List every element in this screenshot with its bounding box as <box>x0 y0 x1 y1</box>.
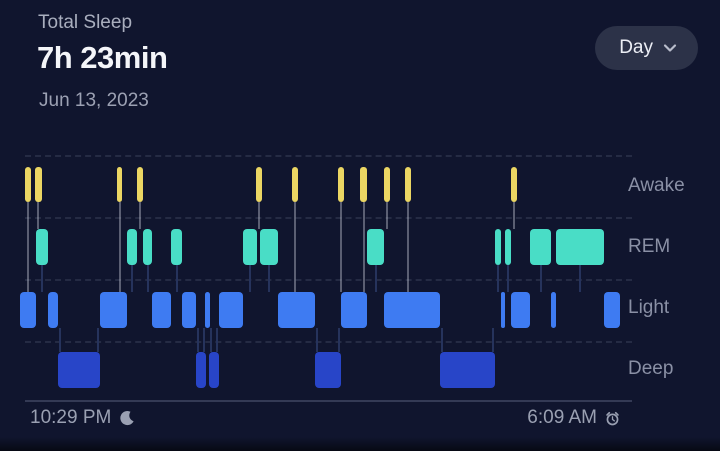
gridline <box>25 341 632 343</box>
sleep-segment-awake <box>338 167 344 202</box>
connector-line <box>131 265 133 292</box>
wake-time-label: 6:09 AM <box>527 407 597 428</box>
connector-line <box>97 328 99 352</box>
connector-line <box>407 202 409 292</box>
connector-line <box>579 265 581 292</box>
sleep-segment-rem <box>495 229 501 265</box>
sleep-segment-deep <box>58 352 100 388</box>
sleep-segment-light <box>501 292 505 328</box>
gridline <box>25 279 632 281</box>
sleep-segment-awake <box>256 167 262 202</box>
sleep-segment-deep <box>196 352 206 388</box>
wake-time-group: 6:09 AM <box>527 407 620 429</box>
sleep-segment-deep <box>315 352 341 388</box>
sleep-segment-awake <box>292 167 298 202</box>
connector-line <box>203 328 205 352</box>
sleep-segment-rem <box>243 229 257 265</box>
alarm-icon <box>606 411 619 425</box>
connector-line <box>175 265 178 292</box>
total-sleep-value: 7h 23min <box>37 40 168 75</box>
period-selector-label: Day <box>619 37 653 58</box>
connector-line <box>59 328 61 352</box>
connector-line <box>210 328 212 352</box>
connector-line <box>338 328 340 352</box>
sleep-segment-awake <box>35 167 42 202</box>
connector-line <box>197 328 199 352</box>
sleep-segment-awake <box>137 167 143 202</box>
sleep-segment-deep <box>209 352 219 388</box>
sleep-segment-deep <box>440 352 495 388</box>
sleep-segment-awake <box>384 167 390 202</box>
stage-label-deep: Deep <box>628 358 674 379</box>
connector-line <box>539 265 542 292</box>
connector-line <box>27 202 29 292</box>
connector-line <box>513 202 515 229</box>
sleep-segment-awake <box>117 167 122 202</box>
connector-line <box>41 265 43 292</box>
gridline <box>25 155 632 157</box>
sleep-segment-light <box>341 292 367 328</box>
stage-label-light: Light <box>628 297 670 318</box>
sleep-segment-light <box>551 292 556 328</box>
hypnogram-plot-area[interactable] <box>20 140 620 400</box>
connector-line <box>507 265 509 292</box>
sleep-segment-light <box>205 292 210 328</box>
sleep-segment-light <box>100 292 127 328</box>
gridline <box>25 217 632 219</box>
connector-line <box>216 328 218 352</box>
sleep-segment-rem <box>556 229 604 265</box>
bottom-fade <box>0 437 720 451</box>
sleep-segment-rem <box>127 229 137 265</box>
connector-line <box>492 328 494 352</box>
connector-line <box>316 328 318 352</box>
sleep-segment-awake <box>360 167 367 202</box>
period-selector-button[interactable]: Day <box>595 26 698 70</box>
sleep-segment-light <box>152 292 171 328</box>
sleep-segment-awake <box>405 167 411 202</box>
sleep-segment-awake <box>511 167 517 202</box>
sleep-segment-light <box>278 292 315 328</box>
sleep-segment-light <box>20 292 36 328</box>
sleep-segment-light <box>48 292 58 328</box>
moon-icon <box>120 411 134 426</box>
chevron-down-icon <box>663 44 677 52</box>
sleep-segment-awake <box>25 167 31 202</box>
date-label: Jun 13, 2023 <box>39 90 149 111</box>
page-title: Total Sleep <box>38 12 133 33</box>
bedtime-label: 10:29 PM <box>30 407 112 428</box>
stage-label-awake: Awake <box>628 175 685 196</box>
stage-label-rem: REM <box>628 236 671 257</box>
connector-line <box>118 202 121 292</box>
sleep-segment-rem <box>367 229 384 265</box>
connector-line <box>340 202 342 292</box>
sleep-segment-light <box>384 292 440 328</box>
sleep-segment-rem <box>171 229 182 265</box>
sleep-segment-rem <box>530 229 551 265</box>
sleep-segment-light <box>604 292 620 328</box>
connector-line <box>294 202 296 292</box>
connector-line <box>441 328 443 352</box>
x-axis-line <box>25 400 632 402</box>
connector-line <box>258 202 260 229</box>
sleep-segment-rem <box>505 229 511 265</box>
sleep-segment-light <box>511 292 530 328</box>
sleep-segment-rem <box>143 229 152 265</box>
sleep-segment-light <box>182 292 196 328</box>
connector-line <box>139 202 141 229</box>
connector-line <box>497 265 499 292</box>
connector-line <box>146 265 149 292</box>
sleep-segment-rem <box>35 229 48 265</box>
connector-line <box>268 265 270 292</box>
connector-line <box>362 202 365 292</box>
bedtime-group: 10:29 PM <box>30 407 135 429</box>
connector-line <box>249 265 251 292</box>
connector-line <box>37 202 40 229</box>
sleep-segment-rem <box>260 229 278 265</box>
sleep-segment-light <box>219 292 243 328</box>
connector-line <box>374 265 377 292</box>
connector-line <box>386 202 388 229</box>
